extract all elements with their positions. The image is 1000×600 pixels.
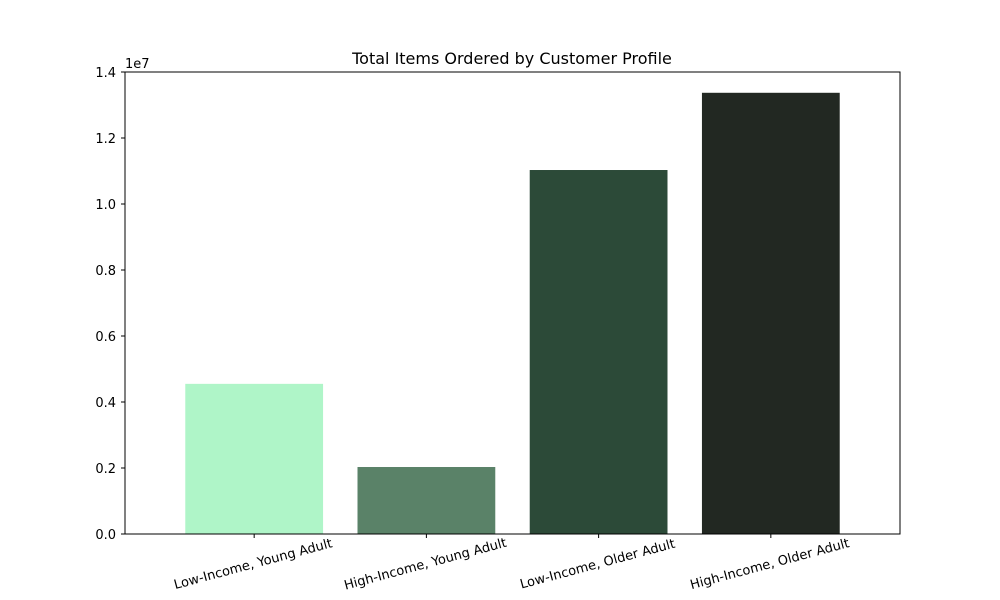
y-tick-label: 0.6 bbox=[95, 330, 116, 345]
y-tick-label: 0.2 bbox=[95, 462, 116, 477]
y-tick-label: 1.4 bbox=[95, 66, 116, 81]
bar-3 bbox=[529, 170, 668, 534]
bar-1 bbox=[185, 383, 324, 534]
y-tick-label: 0.0 bbox=[95, 528, 116, 543]
bar-4 bbox=[701, 92, 840, 534]
x-tick-label: Low-Income, Older Adult bbox=[519, 537, 677, 593]
bars-group bbox=[185, 92, 840, 534]
y-tick-label: 1.0 bbox=[95, 198, 116, 213]
y-axis: 0.0 0.2 0.4 0.6 0.8 1.0 1.2 1.4 bbox=[95, 66, 125, 543]
x-tick-label: High-Income, Young Adult bbox=[343, 536, 509, 594]
chart-title: Total Items Ordered by Customer Profile bbox=[351, 49, 672, 68]
x-tick-label: Low-Income, Young Adult bbox=[172, 536, 334, 593]
x-axis: Low-Income, Young Adult High-Income, Youn… bbox=[172, 534, 851, 594]
x-tick-label: High-Income, Older Adult bbox=[689, 536, 851, 593]
y-tick-label: 1.2 bbox=[95, 132, 116, 147]
y-tick-label: 0.4 bbox=[95, 396, 116, 411]
y-tick-label: 0.8 bbox=[95, 264, 116, 279]
bar-2 bbox=[357, 467, 496, 534]
y-offset-label: 1e7 bbox=[125, 57, 150, 72]
plot-frame bbox=[124, 71, 901, 535]
